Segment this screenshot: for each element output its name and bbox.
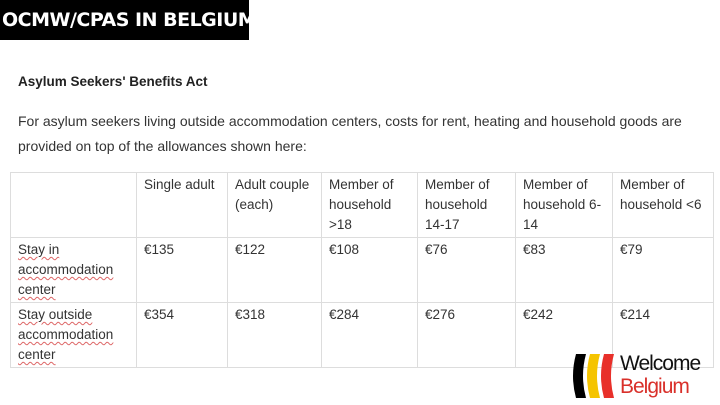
header-cell: Single adult bbox=[136, 172, 228, 238]
table-cell: €108 bbox=[321, 237, 418, 303]
table-header-row: Single adult Adult couple (each) Member … bbox=[10, 172, 714, 238]
row-label: Stay outside accommodation center bbox=[10, 302, 137, 368]
table-cell: €284 bbox=[321, 302, 418, 368]
header-cell: Member of household <6 bbox=[612, 172, 714, 238]
header-cell: Member of household 6-14 bbox=[515, 172, 613, 238]
table-cell: €76 bbox=[417, 237, 516, 303]
logo-line-1: Welcome bbox=[620, 352, 701, 375]
header-cell: Member of household 14-17 bbox=[417, 172, 516, 238]
table-cell: €122 bbox=[227, 237, 322, 303]
welcome-belgium-logo: Welcome Belgium bbox=[568, 352, 718, 402]
table-cell: €135 bbox=[136, 237, 228, 303]
header-cell: Adult couple (each) bbox=[227, 172, 322, 238]
table-row: Stay outside accommodation center €354 €… bbox=[10, 302, 714, 368]
table-cell: €214 bbox=[612, 302, 714, 368]
belgian-flag-icon bbox=[573, 354, 614, 398]
table-cell: €276 bbox=[417, 302, 516, 368]
intro-paragraph: For asylum seekers living outside accomm… bbox=[18, 113, 682, 154]
row-label: Stay in accommodation center bbox=[10, 237, 137, 303]
document-title: Asylum Seekers' Benefits Act bbox=[18, 74, 208, 89]
benefits-table: Single adult Adult couple (each) Member … bbox=[10, 172, 714, 368]
site-banner: OCMW/CPAS IN BELGIUM bbox=[0, 0, 257, 40]
header-cell bbox=[10, 172, 137, 238]
table-cell: €79 bbox=[612, 237, 714, 303]
logo-line-2: Belgium bbox=[620, 375, 690, 398]
table-row: Stay in accommodation center €135 €122 €… bbox=[10, 237, 714, 303]
table-cell: €354 bbox=[136, 302, 228, 368]
header-cell: Member of household >18 bbox=[321, 172, 418, 238]
table-cell: €83 bbox=[515, 237, 613, 303]
table-cell: €318 bbox=[227, 302, 322, 368]
